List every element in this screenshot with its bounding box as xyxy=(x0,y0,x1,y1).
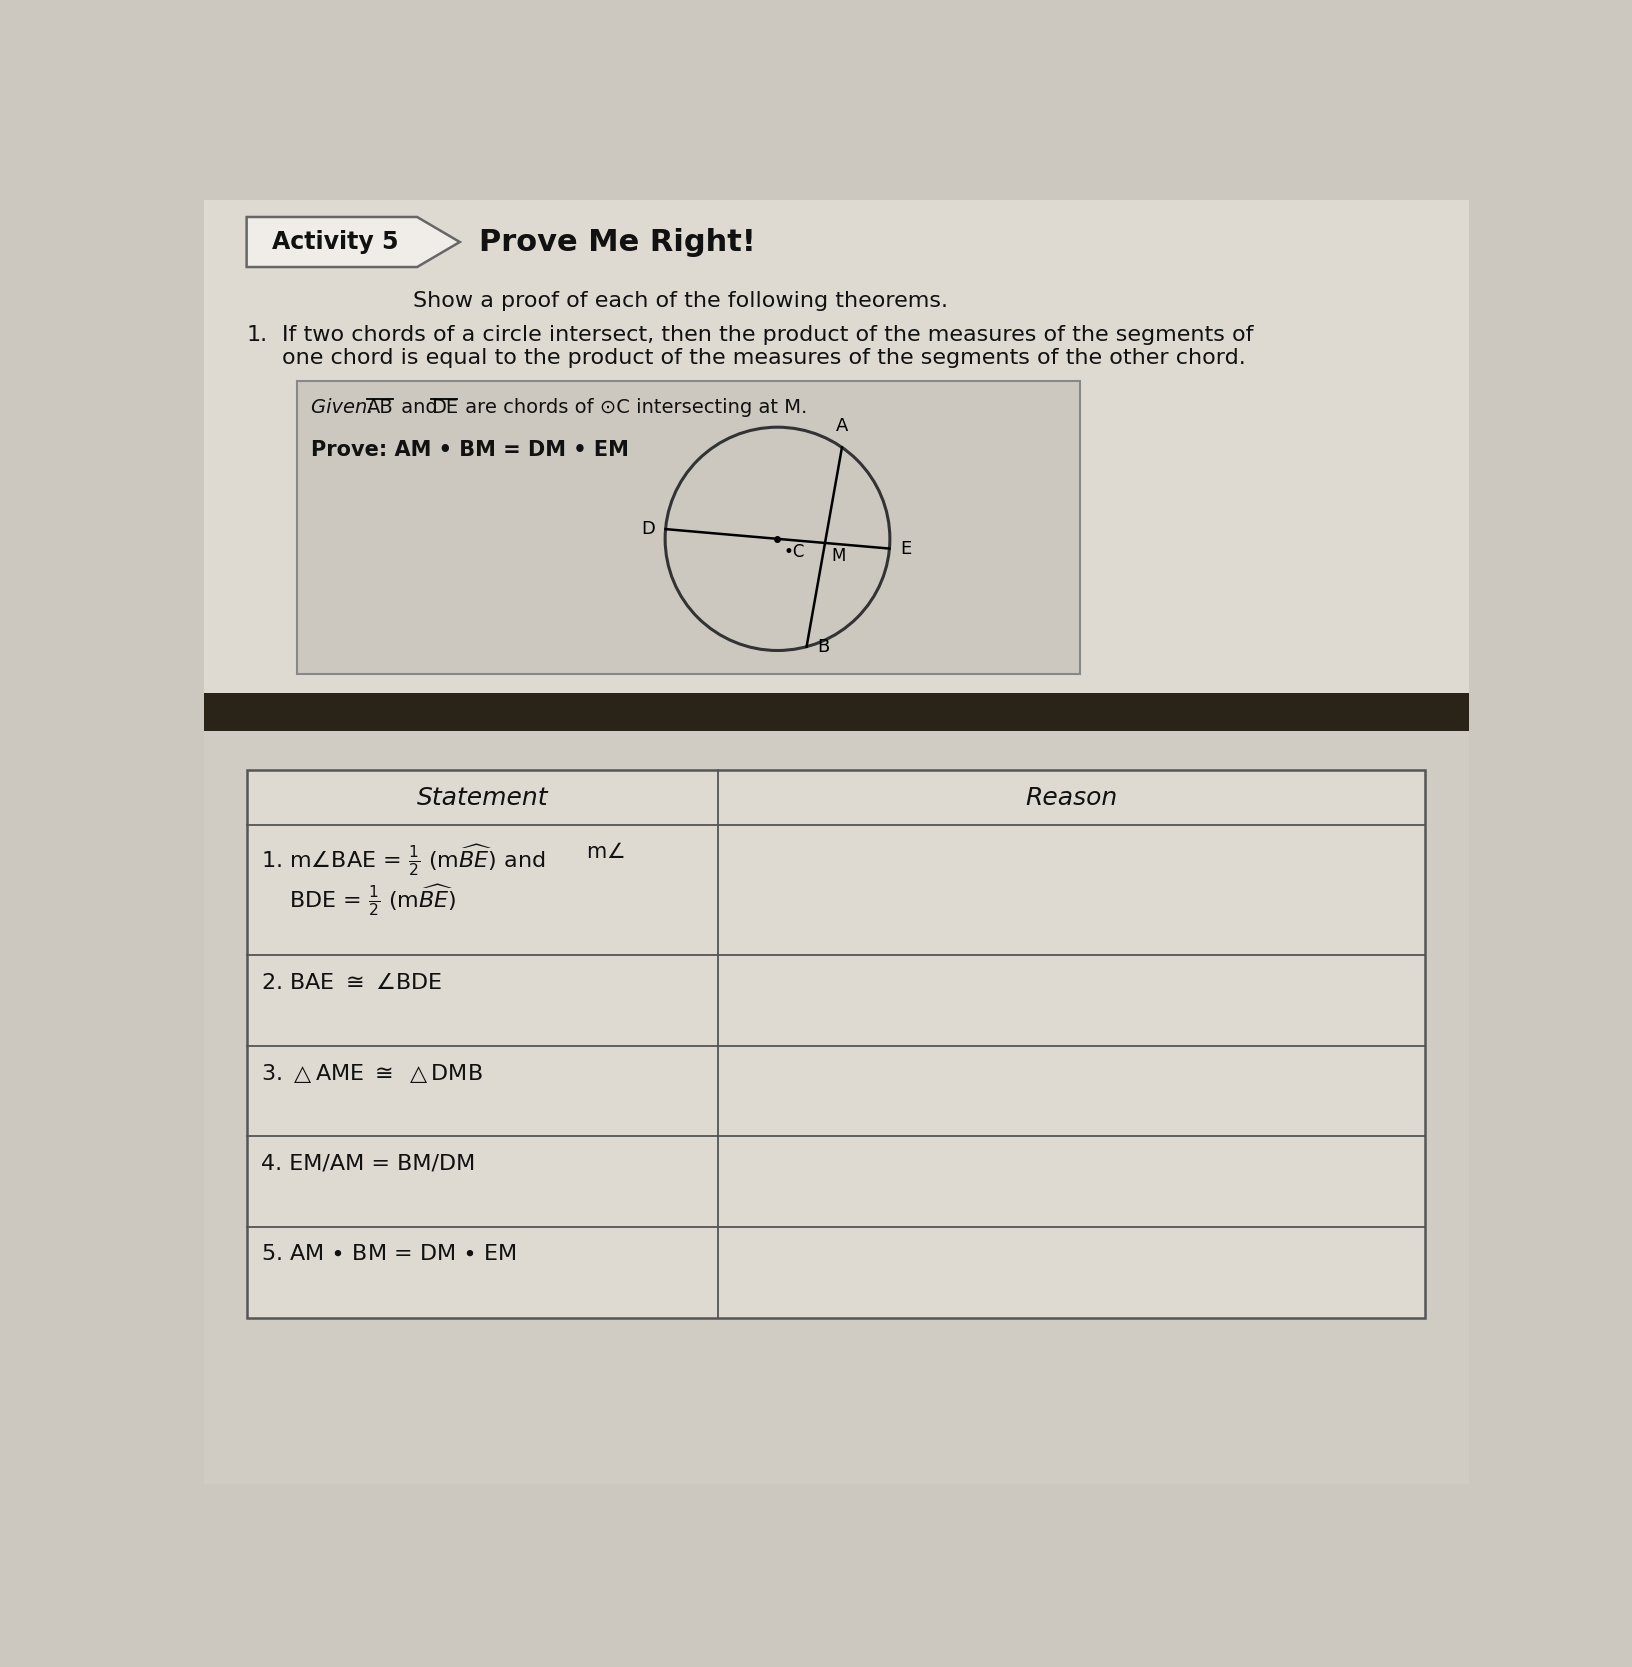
Text: 2. BAE $\cong$ $\angle$BDE: 2. BAE $\cong$ $\angle$BDE xyxy=(261,972,442,992)
Text: 3. $\triangle$AME $\cong$ $\triangle$DMB: 3. $\triangle$AME $\cong$ $\triangle$DMB xyxy=(261,1062,483,1085)
Text: and: and xyxy=(395,398,444,417)
Bar xyxy=(204,200,1469,693)
Text: Show a proof of each of the following theorems.: Show a proof of each of the following th… xyxy=(413,292,948,312)
Bar xyxy=(246,770,1425,1319)
Text: Activity 5: Activity 5 xyxy=(273,230,398,253)
Text: 4. EM/AM = BM/DM: 4. EM/AM = BM/DM xyxy=(261,1154,475,1174)
Text: Given:: Given: xyxy=(312,398,380,417)
Text: BDE = $\frac{1}{2}$ (m$\widehat{BE}$): BDE = $\frac{1}{2}$ (m$\widehat{BE}$) xyxy=(261,882,457,919)
Text: Reason: Reason xyxy=(1025,785,1118,810)
Text: E: E xyxy=(901,540,912,557)
Text: DE: DE xyxy=(431,398,459,417)
Text: AB: AB xyxy=(367,398,393,417)
Bar xyxy=(204,732,1469,1484)
Text: m$\angle$: m$\angle$ xyxy=(586,842,625,862)
Text: Statement: Statement xyxy=(416,785,548,810)
Text: Prove: AM • BM = DM • EM: Prove: AM • BM = DM • EM xyxy=(312,440,628,460)
Text: 1. m$\angle$BAE = $\frac{1}{2}$ (m$\widehat{BE}$) and: 1. m$\angle$BAE = $\frac{1}{2}$ (m$\wide… xyxy=(261,842,545,879)
Text: 5. AM $\bullet$ BM = DM $\bullet$ EM: 5. AM $\bullet$ BM = DM $\bullet$ EM xyxy=(261,1244,516,1264)
Text: Prove Me Right!: Prove Me Right! xyxy=(480,227,756,257)
Text: are chords of ⊙C intersecting at M.: are chords of ⊙C intersecting at M. xyxy=(459,398,808,417)
Text: M: M xyxy=(831,547,845,565)
Polygon shape xyxy=(246,217,460,267)
Text: •C: •C xyxy=(783,543,805,560)
Text: A: A xyxy=(836,417,849,435)
Text: If two chords of a circle intersect, then the product of the measures of the seg: If two chords of a circle intersect, the… xyxy=(281,325,1253,368)
Bar xyxy=(204,693,1469,732)
Text: D: D xyxy=(641,520,654,538)
Text: B: B xyxy=(818,638,829,655)
Text: 1.: 1. xyxy=(246,325,268,345)
Bar xyxy=(297,382,1080,673)
